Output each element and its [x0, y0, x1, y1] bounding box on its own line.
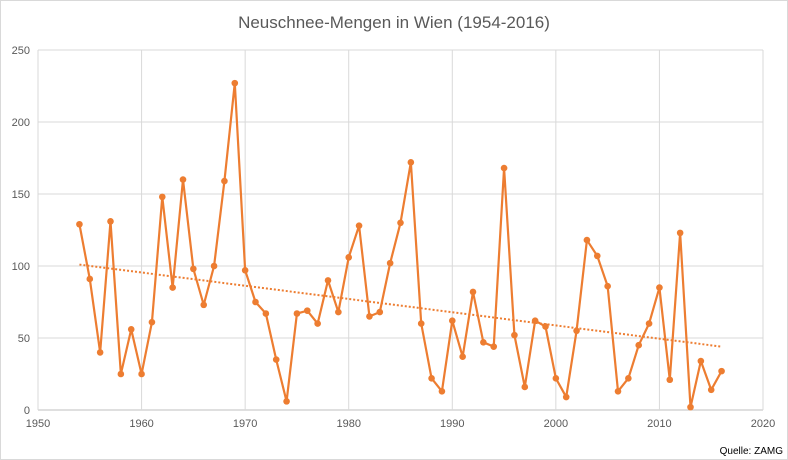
- data-point: [127, 326, 135, 333]
- x-tick-label: 2020: [751, 418, 775, 430]
- data-point: [511, 331, 518, 339]
- trendline: [79, 263, 722, 348]
- data-point: [86, 275, 94, 283]
- data-point: [314, 320, 321, 327]
- data-point: [293, 310, 301, 317]
- data-point: [573, 327, 580, 335]
- data-point: [656, 284, 663, 291]
- data-point: [200, 301, 208, 309]
- data-point: [355, 222, 363, 229]
- data-point: [190, 265, 197, 273]
- data-point: [676, 229, 684, 237]
- data-point: [76, 220, 83, 228]
- source-label: Quelle: ZAMG: [720, 446, 784, 457]
- data-point: [148, 318, 156, 326]
- data-point: [210, 262, 218, 270]
- data-point: [459, 353, 466, 361]
- data-point: [635, 341, 643, 349]
- data-point: [604, 282, 611, 290]
- data-point: [697, 357, 705, 365]
- tick-labels: 0 50 100 150 200 250 1950 1960 1970 1980 1990 2000 2…: [12, 45, 776, 430]
- data-point: [614, 387, 622, 395]
- data-point: [107, 218, 114, 225]
- data-point: [593, 252, 601, 260]
- data-point: [417, 320, 425, 327]
- data-point: [707, 386, 715, 394]
- data-point: [562, 393, 570, 401]
- data-point: [231, 79, 239, 87]
- data-point: [490, 343, 498, 350]
- series-group: [76, 79, 725, 411]
- data-point: [138, 370, 145, 378]
- data-point: [117, 370, 125, 378]
- data-point: [448, 317, 456, 325]
- x-tick-label: 2010: [647, 418, 671, 430]
- y-tick-label: 250: [12, 45, 30, 57]
- data-point: [645, 320, 653, 327]
- data-point: [625, 375, 632, 382]
- data-point: [252, 298, 259, 306]
- y-tick-label: 0: [24, 405, 30, 417]
- x-tick-label: 1970: [233, 418, 257, 430]
- data-point: [407, 159, 415, 166]
- data-point: [687, 403, 694, 411]
- y-tick-label: 200: [12, 117, 30, 129]
- data-point: [283, 398, 290, 405]
- data-point: [397, 219, 404, 227]
- data-point: [366, 313, 373, 320]
- chart-title: Neuschnee-Mengen in Wien (1954-2016): [238, 13, 550, 32]
- x-tick-label: 1990: [440, 418, 464, 430]
- data-point: [179, 176, 187, 183]
- data-point: [272, 356, 280, 363]
- data-point: [552, 375, 560, 382]
- data-point: [376, 308, 384, 316]
- x-tick-label: 1950: [26, 418, 50, 430]
- data-point: [480, 339, 487, 346]
- x-tick-label: 1980: [336, 418, 360, 430]
- data-point: [345, 254, 353, 261]
- data-point: [335, 308, 342, 316]
- data-point: [96, 349, 104, 356]
- trendline-group: [79, 263, 722, 348]
- data-point: [438, 387, 446, 395]
- data-point: [583, 236, 591, 244]
- data-point: [262, 310, 270, 317]
- data-point: [500, 164, 508, 172]
- series-line: [78, 82, 723, 409]
- data-point: [221, 177, 228, 185]
- y-tick-label: 150: [12, 189, 30, 201]
- data-point: [158, 193, 166, 201]
- data-point: [542, 323, 549, 330]
- data-point: [169, 284, 176, 291]
- data-point: [666, 376, 674, 384]
- data-point: [521, 383, 529, 391]
- data-point: [241, 267, 249, 274]
- data-point: [428, 375, 435, 382]
- y-tick-label: 100: [12, 261, 30, 273]
- x-tick-label: 1960: [129, 418, 153, 430]
- data-point: [469, 288, 477, 296]
- data-point: [303, 307, 311, 314]
- data-point: [531, 317, 539, 325]
- data-point: [324, 277, 332, 284]
- y-tick-label: 50: [18, 333, 30, 345]
- data-point: [386, 259, 394, 267]
- x-tick-label: 2000: [544, 418, 568, 430]
- gridlines: [37, 49, 764, 411]
- data-point: [718, 367, 725, 375]
